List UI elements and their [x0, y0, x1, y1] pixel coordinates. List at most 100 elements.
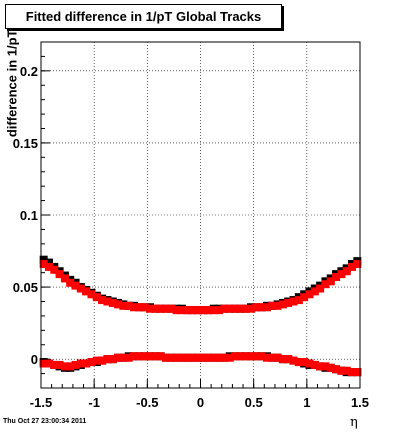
data-point — [108, 355, 117, 364]
data-point — [135, 303, 144, 312]
data-point — [130, 303, 139, 312]
data-point — [289, 297, 298, 306]
data-point — [353, 368, 362, 377]
data-point — [305, 290, 314, 299]
data-point — [114, 353, 123, 362]
data-point — [348, 368, 357, 377]
data-point — [39, 359, 48, 368]
data-point — [342, 267, 351, 276]
data-point — [321, 280, 330, 289]
data-point — [209, 353, 218, 362]
data-point — [204, 353, 213, 362]
data-point — [55, 270, 64, 279]
data-point — [82, 359, 91, 368]
data-point — [252, 352, 261, 361]
data-point — [124, 301, 133, 310]
data-point — [257, 303, 266, 312]
data-point — [262, 353, 271, 362]
data-point — [273, 353, 282, 362]
data-point — [108, 298, 117, 307]
data-point — [156, 304, 165, 313]
data-point — [50, 360, 59, 369]
grid — [41, 42, 360, 388]
data-point — [193, 306, 202, 315]
data-point — [66, 278, 75, 287]
series-3 — [39, 352, 362, 377]
data-point — [300, 358, 309, 367]
data-point — [140, 352, 149, 361]
data-point — [284, 355, 293, 364]
data-point — [215, 353, 224, 362]
data-point — [289, 356, 298, 365]
data-point — [332, 272, 341, 281]
tick-labels: -1.5 -1 -0.5 0 0.5 1 1.5 0 0.05 0.1 0.15 0.2 — [13, 64, 369, 410]
data-point — [188, 306, 197, 315]
y-tick-label: 0 — [31, 352, 38, 367]
data-point — [71, 360, 80, 369]
data-point — [241, 352, 250, 361]
data-point — [278, 300, 287, 309]
data-point — [236, 352, 245, 361]
x-tick-label: -0.5 — [136, 395, 158, 410]
data-point — [151, 352, 160, 361]
data-point — [60, 362, 69, 371]
data-point — [119, 301, 128, 310]
y-tick-label: 0.2 — [20, 64, 38, 79]
data-point — [262, 303, 271, 312]
data-point — [241, 304, 250, 313]
y-tick-label: 0.15 — [13, 136, 38, 151]
data-point — [140, 303, 149, 312]
data-point — [300, 293, 309, 302]
data-point — [220, 353, 229, 362]
data-point — [332, 365, 341, 374]
data-point — [82, 287, 91, 296]
x-axis-label: η — [350, 415, 358, 430]
data-point — [92, 356, 101, 365]
data-point — [348, 262, 357, 271]
data-point — [98, 296, 107, 305]
data-point — [316, 284, 325, 293]
data-markers — [39, 255, 362, 377]
data-point — [326, 277, 335, 286]
data-point — [167, 353, 176, 362]
x-tick-label: 1 — [303, 395, 310, 410]
data-point — [236, 304, 245, 313]
data-point — [321, 362, 330, 371]
data-point — [98, 356, 107, 365]
data-point — [44, 262, 53, 271]
data-point — [273, 301, 282, 310]
data-point — [247, 304, 256, 313]
data-point — [172, 306, 181, 315]
data-point — [55, 360, 64, 369]
data-point — [76, 359, 85, 368]
data-point — [326, 363, 335, 372]
data-point — [172, 353, 181, 362]
data-point — [145, 352, 154, 361]
data-point — [183, 306, 192, 315]
data-point — [87, 358, 96, 367]
data-point — [71, 281, 80, 290]
x-tick-label: 0.5 — [245, 395, 263, 410]
data-point — [66, 362, 75, 371]
timestamp: Thu Oct 27 23:00:34 2011 — [3, 418, 87, 425]
data-point — [135, 352, 144, 361]
data-point — [305, 359, 314, 368]
series-1 — [39, 260, 362, 315]
y-tick-label: 0.1 — [20, 208, 38, 223]
data-point — [209, 306, 218, 315]
y-tick-label: 0.05 — [13, 280, 38, 295]
data-point — [39, 255, 48, 264]
data-point — [188, 353, 197, 362]
data-point — [114, 300, 123, 309]
data-point — [268, 353, 277, 362]
data-point — [215, 306, 224, 315]
data-point — [151, 304, 160, 313]
axis-ticks — [40, 41, 361, 389]
x-tick-label: -1 — [88, 395, 100, 410]
data-point — [199, 353, 208, 362]
data-point — [204, 306, 213, 315]
data-point — [103, 355, 112, 364]
data-point — [268, 301, 277, 310]
data-point — [342, 366, 351, 375]
